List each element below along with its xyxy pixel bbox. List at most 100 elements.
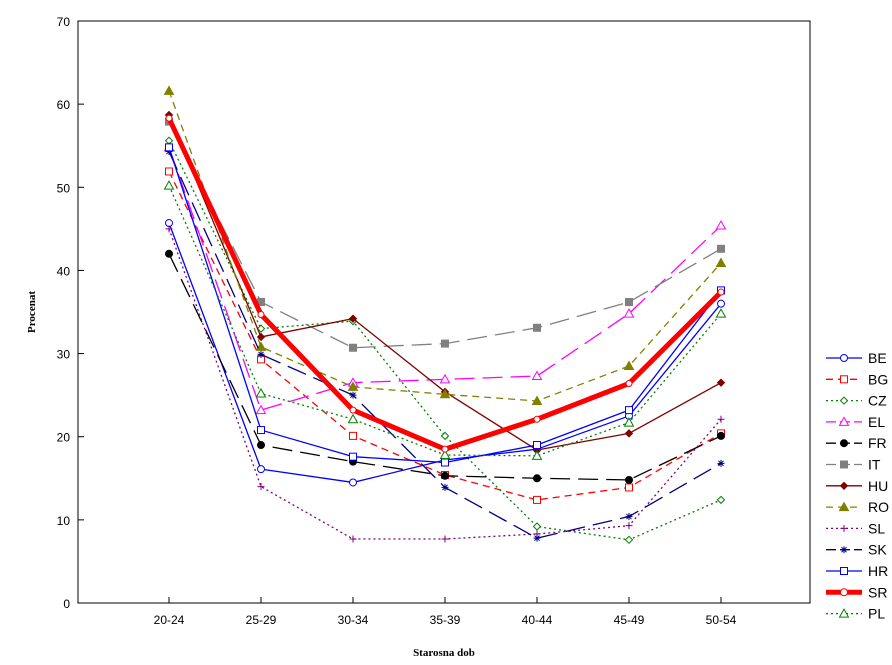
x-tick-label: 50-54	[706, 613, 737, 627]
data-point-marker	[717, 431, 725, 440]
legend: BE BG CZ EL FR IT HU RO SL SK HR SR PL	[826, 350, 889, 622]
data-point-marker	[532, 522, 542, 531]
data-point-marker	[439, 449, 451, 460]
data-point-marker	[441, 483, 449, 491]
data-point-marker	[257, 426, 265, 435]
legend-label: BE	[868, 350, 887, 366]
legend-label: BG	[868, 371, 888, 387]
data-point-marker	[840, 588, 848, 597]
data-point-marker	[441, 471, 449, 480]
legend-label: EL	[868, 414, 885, 430]
x-tick-label: 25-29	[246, 613, 277, 627]
data-point-marker	[625, 483, 633, 492]
data-point-marker	[716, 378, 726, 387]
legend-item: RO	[826, 499, 889, 515]
legend-item: BG	[826, 371, 888, 387]
x-tick-label: 35-39	[430, 613, 461, 627]
data-point-marker	[255, 341, 267, 351]
data-point-marker	[838, 501, 850, 512]
data-point-marker	[533, 323, 541, 332]
data-point-marker	[623, 417, 635, 427]
plot-area	[77, 20, 811, 604]
data-point-marker	[257, 350, 265, 358]
data-point-marker	[347, 381, 359, 391]
data-point-marker	[715, 257, 727, 267]
data-point-marker	[349, 431, 357, 440]
data-point-marker	[439, 373, 451, 384]
legend-label: SR	[868, 584, 887, 600]
data-point-marker	[625, 380, 633, 388]
legend-label: HR	[868, 563, 888, 579]
series-sl	[165, 225, 725, 543]
legend-item: EL	[826, 414, 885, 430]
y-tick-label: 0	[63, 597, 70, 611]
data-point-marker	[625, 406, 633, 415]
data-point-marker	[441, 535, 449, 543]
data-point-marker	[255, 387, 267, 398]
series-ro	[163, 85, 727, 405]
data-point-marker	[625, 475, 633, 484]
data-point-marker	[257, 483, 265, 491]
data-point-marker	[349, 391, 357, 399]
data-point-marker	[840, 375, 848, 384]
data-point-marker	[531, 370, 543, 381]
data-point-marker	[349, 343, 357, 352]
legend-item: IT	[826, 457, 881, 473]
x-tick-label: 20-24	[154, 613, 185, 627]
data-point-marker	[165, 143, 173, 152]
legend-label: FR	[868, 435, 887, 451]
x-tick-label: 45-49	[614, 613, 645, 627]
series-sr	[165, 114, 725, 453]
data-point-marker	[439, 388, 451, 399]
series-pl	[163, 180, 727, 460]
y-tick-label: 40	[57, 264, 71, 278]
series-layer	[163, 85, 727, 545]
data-point-marker	[715, 220, 727, 230]
legend-label: RO	[868, 499, 889, 515]
data-point-marker	[623, 308, 635, 318]
data-point-marker	[715, 308, 727, 318]
data-point-marker	[165, 249, 173, 258]
data-point-marker	[440, 431, 450, 441]
legend-label: CZ	[868, 393, 887, 409]
legend-item: PL	[826, 606, 885, 622]
y-tick-label: 30	[57, 348, 71, 362]
y-axis-title: Procenat	[26, 291, 38, 333]
series-it	[165, 117, 725, 352]
data-point-marker	[163, 85, 175, 95]
y-axis: 0 10 20 30 40 50 60 70	[57, 15, 84, 611]
data-point-marker	[533, 495, 541, 504]
x-axis-title: Starosna dob	[413, 647, 475, 659]
data-point-marker	[441, 445, 449, 453]
data-point-marker	[257, 441, 265, 450]
legend-item: BE	[826, 350, 887, 366]
data-point-marker	[625, 513, 633, 521]
data-point-marker	[840, 460, 848, 469]
data-point-marker	[839, 396, 849, 405]
data-point-marker	[533, 441, 541, 450]
data-point-marker	[533, 415, 541, 423]
data-point-marker	[256, 332, 266, 342]
data-point-marker	[441, 339, 449, 348]
data-point-marker	[623, 360, 635, 371]
data-point-marker	[840, 524, 848, 532]
data-point-marker	[349, 535, 357, 543]
data-point-marker	[165, 225, 173, 233]
data-point-marker	[625, 522, 633, 530]
legend-item: FR	[826, 435, 887, 451]
data-point-marker	[840, 546, 848, 554]
data-point-marker	[717, 415, 725, 423]
data-point-marker	[624, 535, 634, 545]
data-point-marker	[717, 459, 725, 467]
x-tick-label: 30-34	[338, 613, 369, 627]
data-point-marker	[533, 534, 541, 542]
y-tick-label: 10	[57, 514, 71, 528]
data-point-marker	[163, 180, 175, 190]
y-tick-label: 50	[57, 181, 71, 195]
legend-item: HR	[826, 563, 888, 579]
data-point-marker	[349, 478, 357, 487]
data-point-marker	[717, 244, 725, 253]
data-point-marker	[839, 481, 849, 491]
data-point-marker	[256, 324, 266, 333]
